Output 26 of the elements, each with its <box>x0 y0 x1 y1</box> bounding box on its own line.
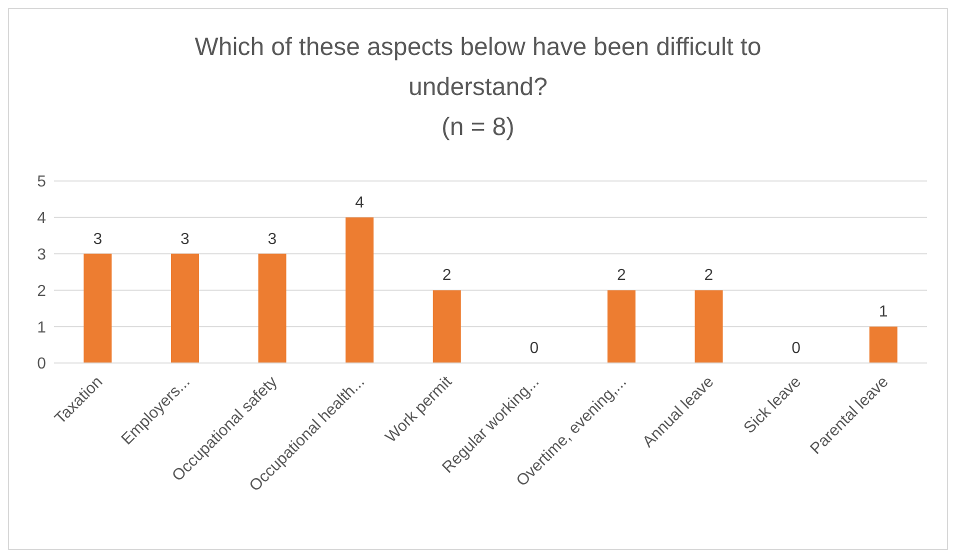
data-label: 2 <box>616 267 626 284</box>
bar <box>170 254 199 363</box>
data-label: 2 <box>442 267 452 284</box>
y-tick-label: 5 <box>37 174 46 191</box>
bar <box>84 254 112 363</box>
y-tick-label: 0 <box>37 356 46 373</box>
bar <box>607 290 636 363</box>
data-label: 3 <box>180 230 190 248</box>
bar <box>258 254 286 363</box>
y-tick-label: 1 <box>37 319 46 336</box>
data-label: 1 <box>878 304 888 321</box>
data-label: 3 <box>268 230 277 248</box>
chart-subtitle: (n = 8) <box>440 112 516 143</box>
data-label: 0 <box>792 340 801 357</box>
chart-title: Which of these aspects below have been difficult to understand? <box>194 32 762 103</box>
bar <box>869 326 898 363</box>
data-label: 3 <box>93 230 102 248</box>
bar <box>432 290 461 363</box>
bar <box>346 217 374 363</box>
bar <box>694 290 723 363</box>
y-tick-label: 3 <box>37 246 46 264</box>
data-label: 0 <box>530 340 539 357</box>
data-label: 2 <box>704 267 714 284</box>
y-tick-label: 4 <box>37 210 46 228</box>
data-label: 4 <box>355 194 364 212</box>
y-tick-label: 2 <box>37 282 46 300</box>
